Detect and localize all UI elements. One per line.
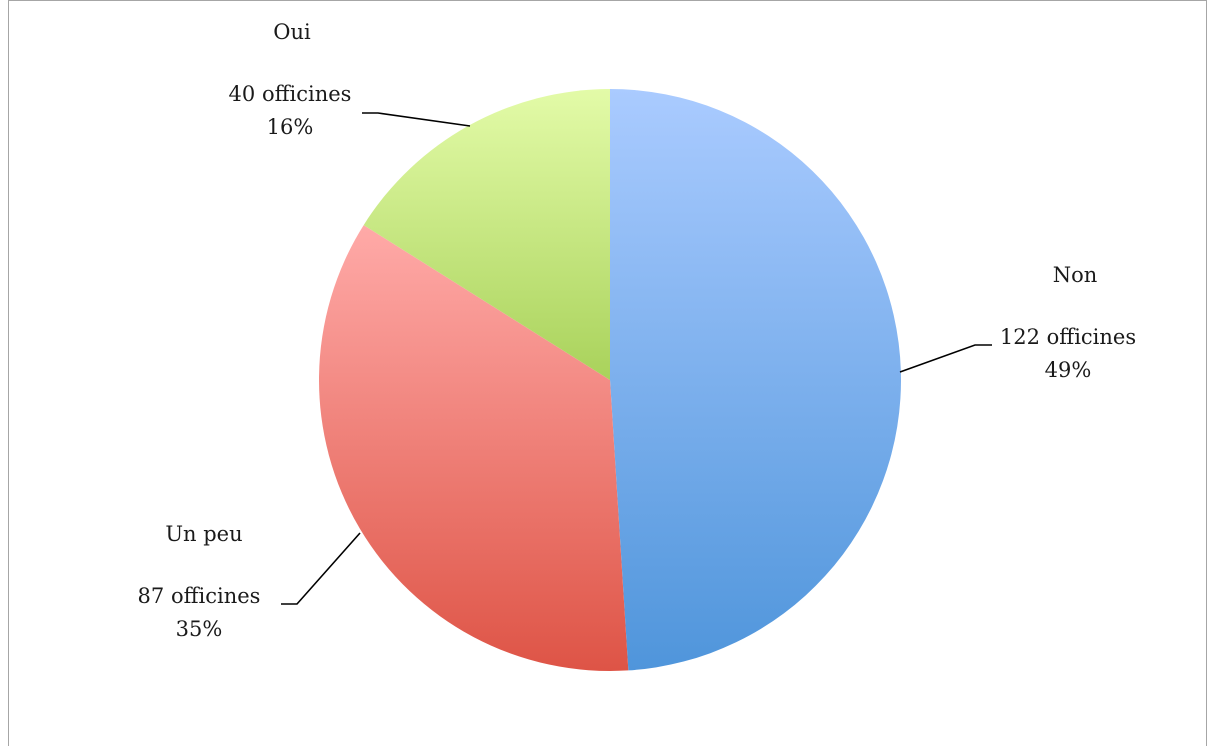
slice-percent-label-non: 49% <box>1045 358 1092 382</box>
slice-percent-label-un-peu: 35% <box>176 617 223 641</box>
slice-count-label-un-peu: 87 officines <box>138 584 261 608</box>
data-labels: Non 122 officines 49% Un peu 87 officine… <box>138 20 1137 641</box>
pie-slice-un-peu <box>319 225 629 671</box>
leader-line-non <box>899 344 992 373</box>
leader-line-oui <box>362 112 471 127</box>
slice-name-label-un-peu: Un peu <box>165 522 242 546</box>
pie-slices <box>319 89 902 671</box>
leader-line-un-peu <box>281 532 361 605</box>
pie-slice-oui <box>363 89 610 380</box>
slice-count-label-non: 122 officines <box>1000 325 1136 349</box>
leader-lines <box>281 112 992 605</box>
slice-percent-label-oui: 16% <box>267 115 314 139</box>
slice-count-label-oui: 40 officines <box>229 82 352 106</box>
slice-name-label-non: Non <box>1053 263 1098 287</box>
slice-name-label-oui: Oui <box>273 20 311 44</box>
pie-slice-non <box>610 89 902 671</box>
